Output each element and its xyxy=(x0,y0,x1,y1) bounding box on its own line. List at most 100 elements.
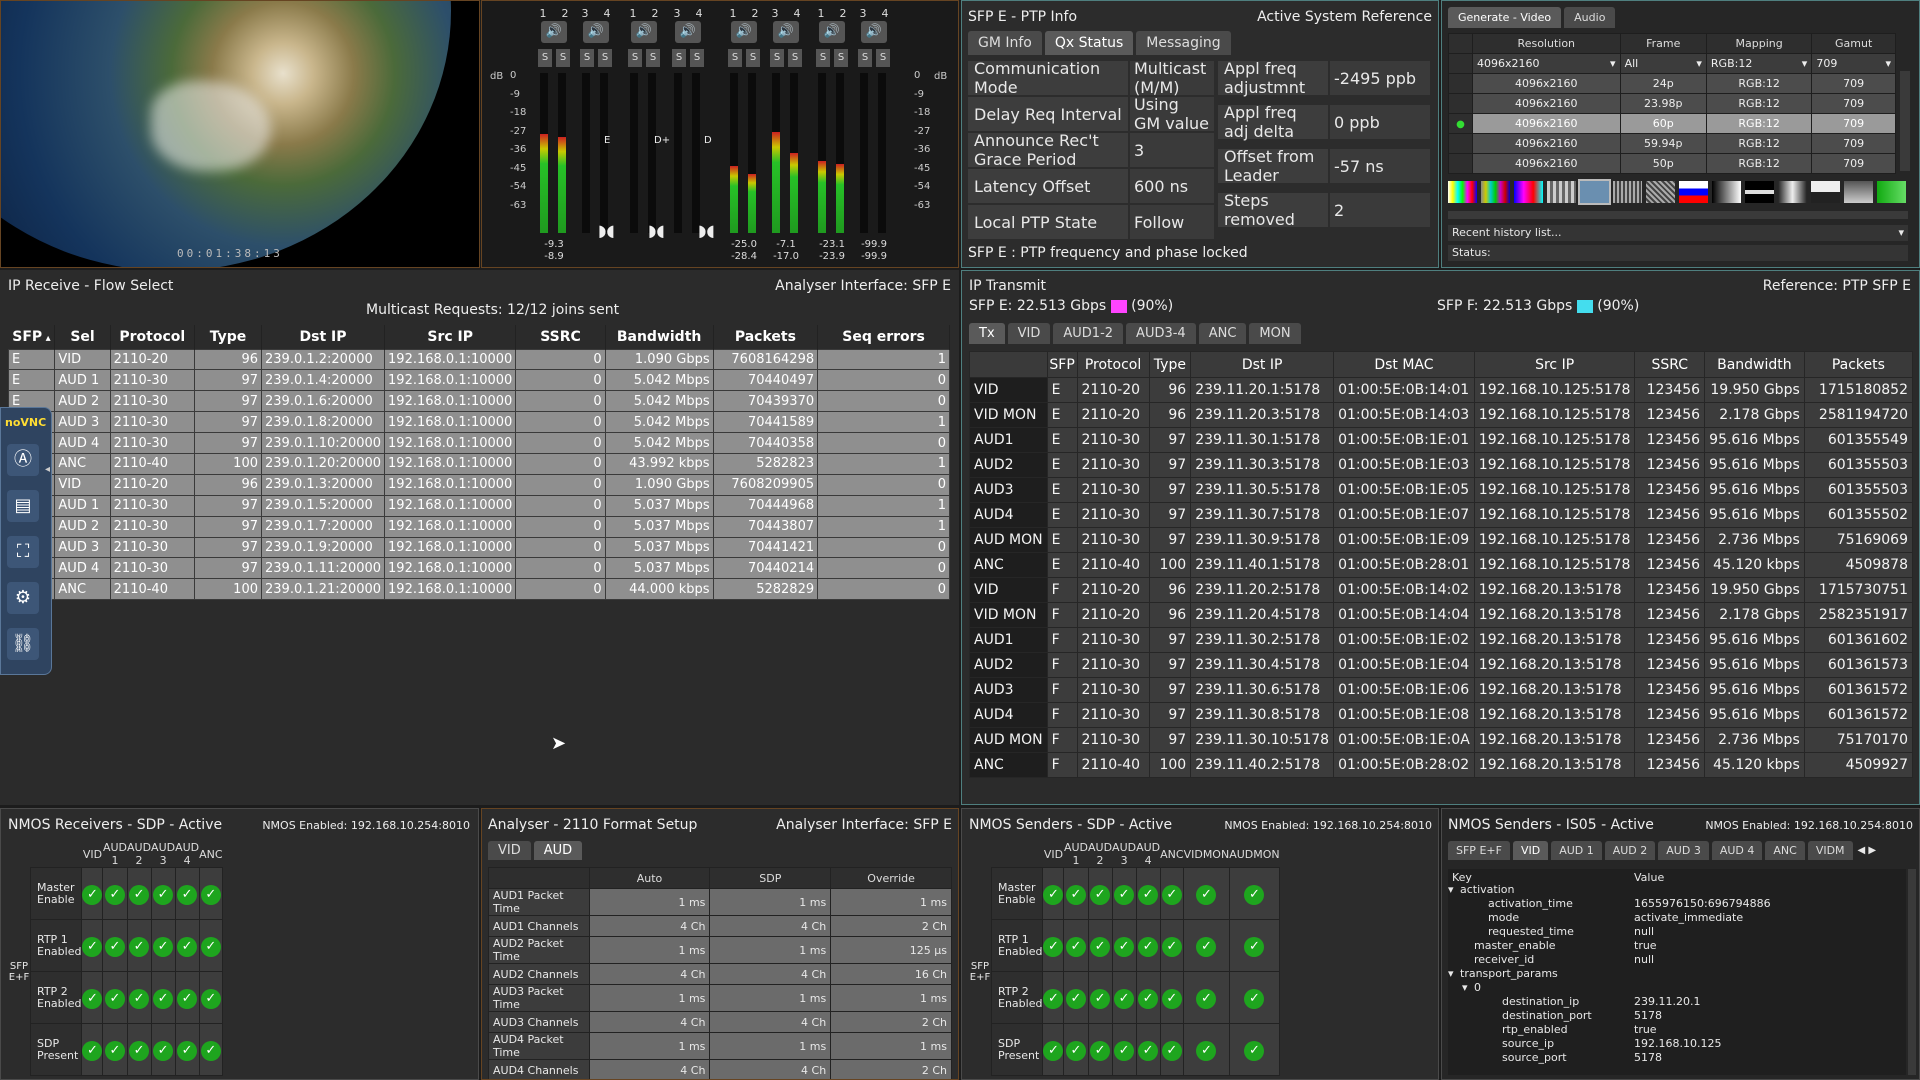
ptp-tab[interactable]: GM Info xyxy=(968,31,1042,55)
fmt-tab[interactable]: AUD xyxy=(533,841,583,860)
solo-button[interactable]: S xyxy=(672,49,686,67)
rx-col-header[interactable]: Type xyxy=(194,325,263,349)
test-pattern-swatch[interactable] xyxy=(1578,179,1611,205)
speaker-icon[interactable]: 🔊 xyxy=(731,21,757,43)
tx-tab[interactable]: AUD1-2 xyxy=(1053,323,1124,344)
fmt-value[interactable]: 1 ms xyxy=(830,1032,952,1060)
fmt-row[interactable]: AUD3 Channels 4 Ch 4 Ch 2 Ch xyxy=(488,1011,952,1033)
test-pattern-swatch[interactable] xyxy=(1844,181,1873,203)
test-pattern-swatch[interactable] xyxy=(1646,181,1675,203)
solo-button[interactable]: S xyxy=(598,49,612,67)
fmt-row[interactable]: AUD1 Packet Time 1 ms 1 ms 1 ms xyxy=(488,888,952,916)
gen-row[interactable]: 4096x2160 59.94p RGB:12 709 xyxy=(1448,133,1896,154)
fmt-value[interactable]: 2 Ch xyxy=(830,1059,952,1079)
tx-tab[interactable]: AUD3-4 xyxy=(1126,323,1196,344)
test-pattern-swatch[interactable] xyxy=(1811,181,1840,203)
gen-row[interactable]: ● 4096x2160 60p RGB:12 709 xyxy=(1448,113,1896,134)
rx-flow-row[interactable]: E VID 2110-20 96 239.0.1.2:20000 192.168.0.1:… xyxy=(7,348,950,371)
expand-triangle-icon[interactable]: ▾ xyxy=(1448,967,1454,980)
fmt-tab[interactable]: VID xyxy=(488,841,531,860)
tx-flow-row[interactable]: AUD MON F 2110-30 97 239.11.30.10:5178 01:00:… xyxy=(969,727,1914,753)
rx-col-header[interactable]: Protocol xyxy=(110,325,195,349)
rx-col-header[interactable]: Seq errors xyxy=(817,325,950,349)
tx-flow-row[interactable]: ANC F 2110-40 100 239.11.40.2:5178 01:00:5E:0… xyxy=(969,752,1914,778)
tx-flow-row[interactable]: AUD MON E 2110-30 97 239.11.30.9:5178 01:00:5… xyxy=(969,527,1914,553)
test-pattern-swatch[interactable] xyxy=(1712,181,1741,203)
rx-flow-row[interactable]: EANC2110-40100239.0.1.20:20000192.168.0.… xyxy=(7,452,950,475)
tx-flow-row[interactable]: ANC E 2110-40 100 239.11.40.1:5178 01:00:5E:0… xyxy=(969,552,1914,578)
fmt-value[interactable]: 1 ms xyxy=(830,888,952,916)
test-pattern-swatch[interactable] xyxy=(1877,181,1906,203)
test-pattern-swatch[interactable] xyxy=(1613,181,1642,203)
solo-button[interactable]: S xyxy=(788,49,802,67)
tx-flow-row[interactable]: AUD3 F 2110-30 97 239.11.30.6:5178 01:00:5E:0… xyxy=(969,677,1914,703)
tx-tab[interactable]: VID xyxy=(1007,323,1051,344)
solo-button[interactable]: S xyxy=(538,49,552,67)
settings-gear-icon[interactable]: ⚙ xyxy=(7,582,39,614)
tx-flow-row[interactable]: AUD1 F 2110-30 97 239.11.30.2:5178 01:00:5E:0… xyxy=(969,627,1914,653)
tx-flow-row[interactable]: AUD2 E 2110-30 97 239.11.30.3:5178 01:00:5E:0… xyxy=(969,452,1914,478)
test-pattern-swatch[interactable] xyxy=(1547,181,1576,203)
solo-button[interactable]: S xyxy=(646,49,660,67)
speaker-icon[interactable]: 🔊 xyxy=(819,21,845,43)
fmt-row[interactable]: AUD1 Channels 4 Ch 4 Ch 2 Ch xyxy=(488,915,952,937)
is05-tab[interactable]: AUD 1 xyxy=(1551,841,1602,860)
ptp-tab[interactable]: Messaging xyxy=(1136,31,1231,55)
test-pattern-swatch[interactable] xyxy=(1679,181,1708,203)
keyboard-icon[interactable]: Ⓐ xyxy=(7,444,39,476)
tx-flow-row[interactable]: VID MON F 2110-20 96 239.11.20.4:5178 01:00:5… xyxy=(969,602,1914,628)
speaker-icon[interactable]: 🔊 xyxy=(631,21,657,43)
recent-history-dropdown[interactable]: Recent history list... ▾ xyxy=(1448,225,1908,241)
tx-flow-row[interactable]: VID E 2110-20 96 239.11.20.1:5178 01:00:5E:0B… xyxy=(969,377,1914,403)
test-pattern-swatch[interactable] xyxy=(1778,181,1807,203)
solo-button[interactable]: S xyxy=(746,49,760,67)
solo-button[interactable]: S xyxy=(834,49,848,67)
speaker-icon[interactable]: 🔊 xyxy=(541,21,567,43)
solo-button[interactable]: S xyxy=(628,49,642,67)
gen-filter-select[interactable]: 4096x2160 ▾ xyxy=(1472,53,1621,74)
ptp-tab[interactable]: Qx Status xyxy=(1044,31,1134,55)
rx-flow-row[interactable]: FAUD 12110-3097239.0.1.5:20000192.168.0.… xyxy=(7,494,950,517)
gen-filter-select[interactable]: All ▾ xyxy=(1619,53,1707,74)
rx-flow-row[interactable]: FAUD 32110-3097239.0.1.9:20000192.168.0.… xyxy=(7,536,950,559)
rx-flow-row[interactable]: FAUD 42110-3097239.0.1.11:20000192.168.0… xyxy=(7,557,950,580)
rx-flow-row[interactable]: E AUD 1 2110-30 97 239.0.1.4:20000 192.168.0.… xyxy=(7,369,950,392)
test-pattern-swatch[interactable] xyxy=(1448,181,1477,203)
speaker-icon[interactable]: 🔊 xyxy=(583,21,609,43)
rx-flow-row[interactable]: E AUD 2 2110-30 97 239.0.1.6:20000 192.168.0.… xyxy=(7,390,950,413)
solo-button[interactable]: S xyxy=(770,49,784,67)
is05-tab[interactable]: VIDM xyxy=(1807,841,1853,860)
gen-row[interactable]: 4096x2160 50p RGB:12 709 xyxy=(1448,153,1896,174)
speaker-icon[interactable]: 🔊 xyxy=(773,21,799,43)
is05-tab[interactable]: SFP E+F xyxy=(1448,841,1510,860)
solo-button[interactable]: S xyxy=(580,49,594,67)
tx-flow-row[interactable]: AUD3 E 2110-30 97 239.11.30.5:5178 01:00:5E:0… xyxy=(969,477,1914,503)
rx-col-header[interactable]: SFP ▴ xyxy=(8,325,56,349)
gen-tab[interactable]: Generate - Video xyxy=(1448,7,1562,28)
is05-tab[interactable]: AUD 3 xyxy=(1658,841,1709,860)
expand-triangle-icon[interactable]: ▾ xyxy=(1462,981,1468,994)
test-pattern-swatch[interactable] xyxy=(1514,181,1543,203)
tx-flow-row[interactable]: AUD4 F 2110-30 97 239.11.30.8:5178 01:00:5E:0… xyxy=(969,702,1914,728)
tx-tab[interactable]: Tx xyxy=(969,323,1005,344)
test-pattern-swatch[interactable] xyxy=(1745,181,1774,203)
solo-button[interactable]: S xyxy=(556,49,570,67)
disconnect-icon[interactable]: ⛓ xyxy=(7,628,39,660)
fmt-row[interactable]: AUD3 Packet Time 1 ms 1 ms 1 ms xyxy=(488,984,952,1012)
is05-tab[interactable]: VID xyxy=(1512,841,1549,860)
tx-tab[interactable]: MON xyxy=(1249,323,1301,344)
fmt-value[interactable]: 2 Ch xyxy=(830,915,952,937)
fmt-value[interactable]: 125 µs xyxy=(830,936,952,964)
tab-scroll-arrows[interactable]: ◀ ▶ xyxy=(1857,845,1877,856)
fmt-value[interactable]: 2 Ch xyxy=(830,1011,952,1033)
gen-filter-select[interactable]: RGB:12 ▾ xyxy=(1705,53,1813,74)
speaker-icon[interactable]: 🔊 xyxy=(675,21,701,43)
rx-flow-row[interactable]: FVID2110-2096239.0.1.3:20000192.168.0.1:… xyxy=(7,473,950,496)
fmt-row[interactable]: AUD2 Channels 4 Ch 4 Ch 16 Ch xyxy=(488,963,952,985)
tx-flow-row[interactable]: AUD2 F 2110-30 97 239.11.30.4:5178 01:00:5E:0… xyxy=(969,652,1914,678)
tx-flow-row[interactable]: VID MON E 2110-20 96 239.11.20.3:5178 01:00:5… xyxy=(969,402,1914,428)
gen-scrollbar[interactable] xyxy=(1900,71,1910,171)
tx-flow-row[interactable]: AUD1 E 2110-30 97 239.11.30.1:5178 01:00:5E:0… xyxy=(969,427,1914,453)
